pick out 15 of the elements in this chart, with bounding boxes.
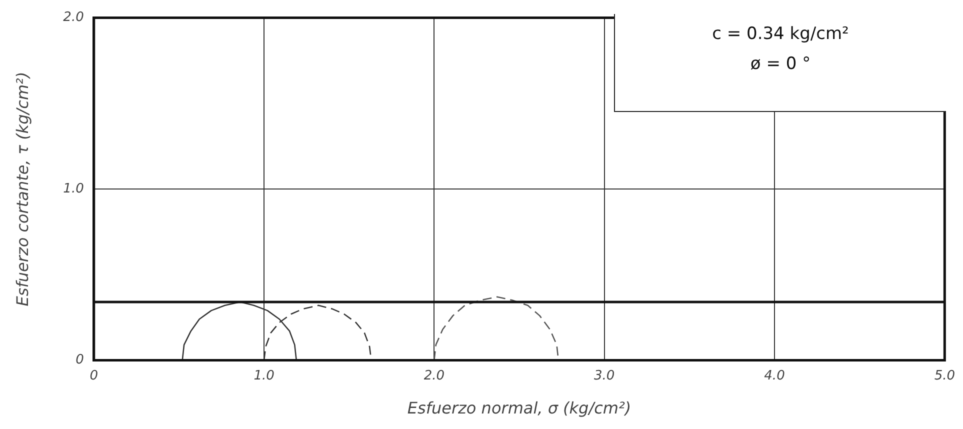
y-tick-label: 1.0 (63, 181, 84, 196)
x-tick-label: 5.0 (934, 368, 956, 384)
y-axis-title: Esfuerzo cortante, τ (kg/cm²) (12, 72, 32, 306)
y-tick-label: 0 (76, 352, 84, 368)
x-tick-label: 3.0 (594, 368, 615, 384)
x-tick-label: 4.0 (764, 368, 785, 384)
line-series (434, 296, 560, 360)
x-axis-title: Esfuerzo normal, σ (kg/cm²) (407, 398, 632, 418)
x-tick-label: 0 (90, 368, 98, 384)
x-tick-label: 2.0 (424, 368, 445, 384)
annotation: ø = 0 ° (749, 54, 812, 74)
text-box: c = 0.34 kg/cm² ø = 0 ° (614, 14, 946, 112)
annotation: c = 0.34 kg/cm² (711, 24, 850, 44)
y-tick-label: 2.0 (63, 10, 84, 26)
x-tick-label: 1.0 (254, 368, 274, 384)
